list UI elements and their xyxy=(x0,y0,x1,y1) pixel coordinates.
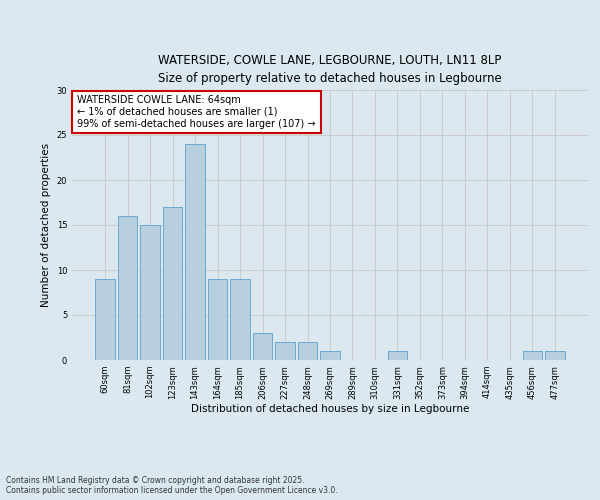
Bar xyxy=(118,216,137,360)
Bar xyxy=(95,279,115,360)
Bar xyxy=(275,342,295,360)
X-axis label: Distribution of detached houses by size in Legbourne: Distribution of detached houses by size … xyxy=(191,404,469,414)
Bar xyxy=(298,342,317,360)
Y-axis label: Number of detached properties: Number of detached properties xyxy=(41,143,51,307)
Bar xyxy=(545,351,565,360)
Text: WATERSIDE COWLE LANE: 64sqm
← 1% of detached houses are smaller (1)
99% of semi-: WATERSIDE COWLE LANE: 64sqm ← 1% of deta… xyxy=(77,96,316,128)
Bar xyxy=(320,351,340,360)
Bar xyxy=(388,351,407,360)
Bar xyxy=(230,279,250,360)
Bar xyxy=(140,225,160,360)
Bar xyxy=(208,279,227,360)
Title: WATERSIDE, COWLE LANE, LEGBOURNE, LOUTH, LN11 8LP
Size of property relative to d: WATERSIDE, COWLE LANE, LEGBOURNE, LOUTH,… xyxy=(158,54,502,84)
Bar xyxy=(185,144,205,360)
Bar xyxy=(253,333,272,360)
Text: Contains HM Land Registry data © Crown copyright and database right 2025.
Contai: Contains HM Land Registry data © Crown c… xyxy=(6,476,338,495)
Bar xyxy=(523,351,542,360)
Bar xyxy=(163,207,182,360)
